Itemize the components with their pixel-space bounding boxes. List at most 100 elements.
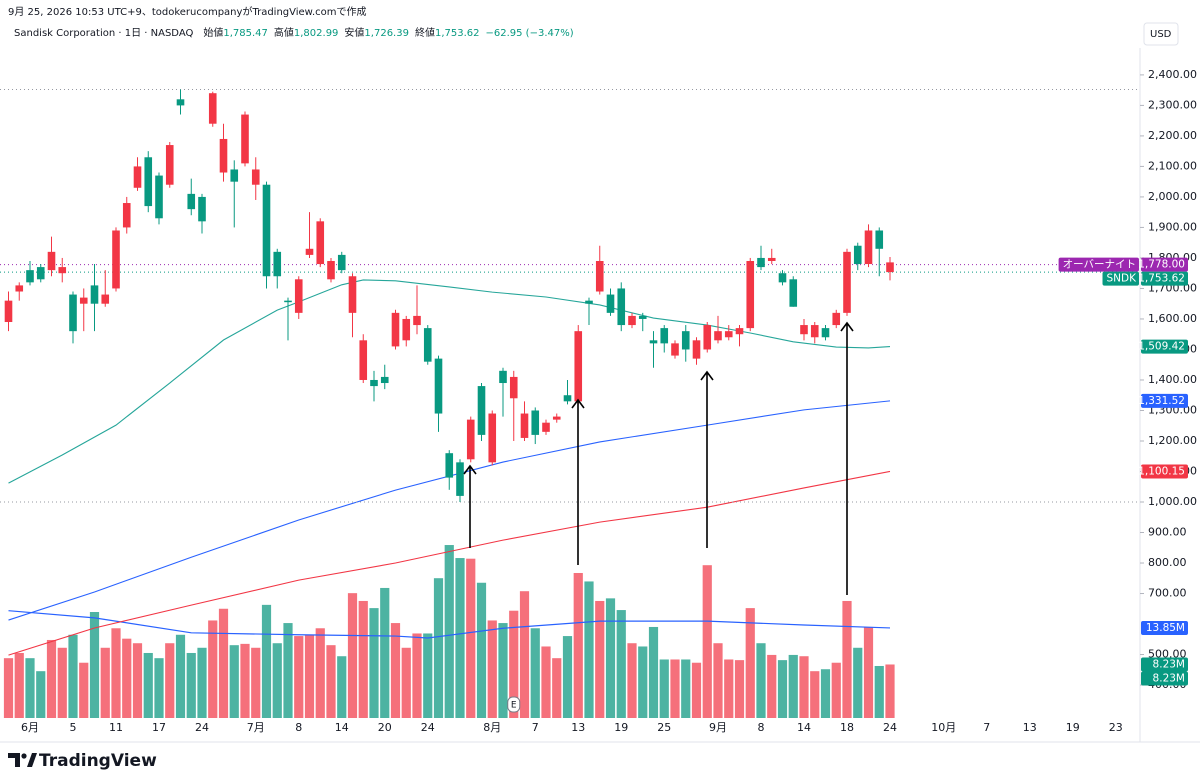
volume-bar	[853, 647, 863, 718]
candle-body	[230, 169, 239, 182]
candle-body	[423, 328, 432, 362]
candle-body	[402, 318, 411, 341]
volume-bar	[842, 600, 852, 718]
volume-bar	[616, 610, 626, 718]
volume-bar	[681, 659, 691, 718]
volume-bar	[659, 659, 669, 718]
logo-mark	[21, 753, 27, 759]
price-label	[1141, 271, 1188, 286]
volume-bar	[240, 643, 250, 718]
logo-mark	[27, 753, 37, 767]
price-label	[1141, 657, 1188, 672]
candle-body	[542, 422, 550, 432]
candle-body	[380, 376, 389, 384]
y-tick-label: 1,000.00	[1148, 495, 1197, 508]
currency[interactable]: USD	[1150, 29, 1172, 40]
candle-body	[488, 413, 497, 463]
x-tick-label: 7	[532, 721, 539, 734]
candle-body	[767, 257, 776, 261]
x-tick-label: 8月	[483, 721, 501, 734]
volume-bar	[337, 656, 347, 718]
candle-body	[391, 312, 400, 347]
volume-bar	[208, 620, 218, 718]
candle-body	[531, 410, 540, 435]
candle-body	[176, 99, 185, 106]
volume-bar	[143, 652, 153, 718]
currency-button[interactable]	[1143, 22, 1179, 46]
x-tick-label: 11	[109, 721, 123, 734]
candle-body	[208, 93, 217, 124]
volume-bar	[401, 647, 411, 718]
volume-bar	[691, 662, 702, 718]
volume-bar	[154, 658, 164, 718]
volume-bar	[412, 633, 422, 718]
volume-bar	[100, 647, 110, 718]
volume-bar	[304, 634, 315, 718]
candle-body	[757, 257, 765, 268]
price-label	[1141, 339, 1188, 354]
candle-body	[466, 419, 475, 460]
x-tick-label: 10月	[931, 721, 956, 734]
x-tick-label: 17	[152, 721, 166, 734]
ohlc-value: 1,726.39	[364, 28, 409, 39]
volume-bar	[132, 643, 143, 718]
candle-body	[327, 260, 335, 280]
candle-body	[198, 196, 206, 222]
y-tick-label: 1,900.00	[1148, 220, 1197, 233]
series-name: SNDK	[1107, 273, 1138, 285]
arrow	[700, 370, 714, 548]
volume-bar	[745, 608, 755, 718]
candle-body	[681, 331, 690, 350]
x-tick-label: 23	[1109, 721, 1123, 734]
ohlc-name: 安値	[344, 26, 364, 39]
volume-bar	[530, 628, 540, 718]
volume-bar	[122, 638, 132, 718]
candle-body	[649, 340, 658, 344]
volume-bar	[3, 658, 14, 718]
price-label-text: 1,509.42	[1138, 341, 1185, 353]
candle-body	[778, 273, 787, 283]
candle-body	[520, 413, 529, 438]
candle-body	[735, 328, 744, 335]
volume-bar	[315, 628, 325, 718]
candle-body	[79, 297, 88, 304]
x-tick-label: 18	[840, 721, 854, 734]
candle-body	[853, 245, 862, 265]
candle-body	[617, 288, 626, 326]
x-tick-label: 9月	[709, 721, 727, 734]
volume-bar	[423, 633, 433, 718]
candle-body	[187, 193, 196, 210]
volume-bar	[57, 647, 67, 718]
volume-bar	[251, 647, 261, 718]
candle-body	[703, 325, 712, 350]
y-tick-label: 2,000.00	[1148, 190, 1197, 203]
x-tick-label: 8	[295, 721, 302, 734]
candle-body	[552, 416, 561, 420]
x-tick-label: 24	[195, 721, 209, 734]
volume-bar	[347, 593, 358, 718]
y-tick-label: 800.00	[1148, 556, 1187, 569]
volume-bar	[541, 646, 551, 718]
candle-body	[155, 175, 163, 219]
price-label	[1141, 257, 1188, 272]
volume-bar	[702, 565, 712, 718]
volume-bar	[831, 662, 841, 718]
candle-body	[4, 300, 13, 323]
candle-body	[144, 157, 153, 207]
candle-body	[692, 340, 701, 359]
candle-body	[69, 294, 77, 332]
volume-bar	[79, 662, 89, 718]
candle-body	[241, 114, 249, 164]
volume-bar	[885, 664, 895, 718]
candle-body	[370, 379, 378, 387]
candle-body	[26, 270, 34, 283]
volume-bar	[283, 623, 293, 718]
volume-bar	[487, 620, 497, 718]
volume-bar	[466, 558, 476, 718]
candle-body	[563, 395, 572, 402]
volume-bar	[820, 669, 831, 718]
x-tick-label: 19	[1066, 721, 1080, 734]
volume-bar	[218, 608, 229, 718]
candle-body	[886, 262, 894, 273]
